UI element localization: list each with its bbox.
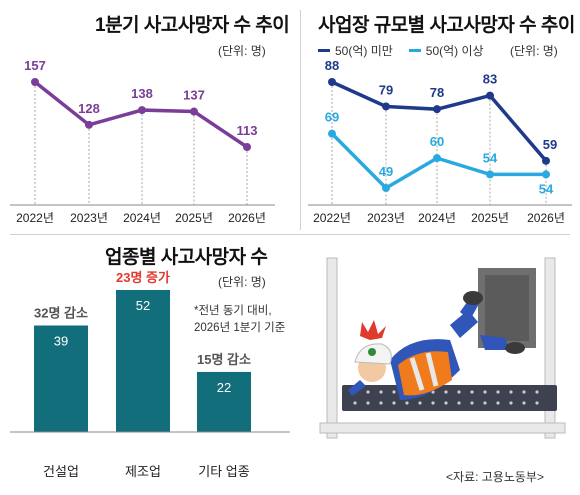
x-tick-label: 2023년 [70, 211, 108, 225]
legend-label-small: 50(억) 미만 [335, 44, 393, 58]
data-label-small: 78 [430, 85, 444, 100]
legend-item-large: 50(억) 이상 [408, 42, 484, 59]
x-tick-label: 2026년 [527, 211, 565, 225]
data-label-large: 69 [325, 110, 339, 125]
legend-swatch-large [408, 49, 421, 52]
data-point-small [382, 102, 390, 111]
data-point-large [382, 184, 390, 192]
data-point-large [433, 154, 441, 163]
category-label: 기타 업종 [198, 464, 249, 479]
bar-annotation: 23명 증가 [116, 270, 170, 285]
x-tick-label: 2025년 [175, 211, 213, 225]
chart3-title: 업종별 사고사망자 수 [105, 247, 268, 268]
data-label: 138 [131, 86, 153, 101]
divider-horizontal [10, 234, 570, 235]
data-point [138, 106, 146, 115]
data-point-small [486, 91, 494, 100]
source-note: <자료: 고용노동부> [446, 470, 544, 484]
data-label: 128 [78, 101, 100, 116]
scaffold-frame [319, 257, 566, 439]
data-label-large: 60 [430, 134, 444, 149]
x-tick-label: 2023년 [367, 211, 405, 225]
bar [116, 290, 170, 432]
data-point [190, 107, 198, 116]
data-point [243, 143, 251, 151]
data-label-small: 88 [325, 58, 339, 73]
data-point-small [433, 105, 441, 114]
chart2-line-chart: 88 69 2022년 79 49 2023년 78 60 2024년 83 54 2025년 59 54… [308, 58, 572, 225]
bar [197, 371, 251, 432]
chart1-line-chart: 157 2022년 128 2023년 138 2024년 137 2025년 113 2026년 [10, 58, 275, 225]
data-label-small: 79 [379, 82, 393, 97]
data-label-large: 54 [483, 150, 498, 165]
worker-figure [348, 291, 525, 400]
data-point [31, 78, 39, 86]
chart1-unit: (단위: 명) [218, 44, 266, 58]
bar-value-label: 22 [217, 380, 231, 395]
data-point [85, 120, 93, 129]
legend-label-large: 50(억) 이상 [425, 44, 484, 58]
fallen-worker-illustration [319, 257, 566, 439]
x-tick-label: 2025년 [471, 211, 509, 225]
chart3-unit: (단위: 명) [218, 275, 266, 289]
data-label-large: 49 [379, 164, 393, 179]
chart1-title: 1분기 사고사망자 수 추이 [95, 15, 290, 36]
data-label: 113 [237, 123, 258, 138]
chart2-unit: (단위: 명) [510, 44, 558, 58]
chart3-note: *전년 동기 대비, 2026년 1분기 기준 [194, 303, 285, 337]
scaffold-plank [342, 385, 557, 411]
bar-value-label: 39 [54, 334, 68, 349]
x-tick-label: 2022년 [16, 211, 54, 225]
chart2-title: 사업장 규모별 사고사망자 수 추이 [318, 15, 575, 36]
x-tick-label: 2024년 [123, 211, 161, 225]
data-point-small [542, 156, 550, 165]
bar [34, 325, 88, 432]
data-point-small [328, 78, 336, 86]
bar-annotation: 32명 감소 [34, 306, 88, 321]
data-point-large [328, 129, 336, 138]
chart3-note-line2: 2026년 1분기 기준 [194, 322, 286, 334]
data-label-small: 59 [543, 137, 557, 152]
data-label-large: 54 [539, 181, 554, 196]
x-tick-label: 2024년 [418, 211, 456, 225]
data-label: 137 [183, 88, 205, 103]
category-label: 제조업 [125, 464, 161, 479]
data-label: 157 [24, 58, 46, 73]
bar-annotation: 15명 감소 [197, 352, 251, 367]
data-point-large [486, 170, 494, 179]
x-tick-label: 2026년 [228, 211, 266, 225]
x-tick-label: 2022년 [313, 211, 351, 225]
category-label: 건설업 [43, 464, 79, 479]
bar-value-label: 52 [136, 298, 150, 313]
chart2-legend: 50(억) 미만 50(억) 이상 [318, 42, 500, 59]
legend-item-small: 50(억) 미만 [318, 42, 393, 59]
chart3-note-line1: *전년 동기 대비, [194, 305, 272, 317]
data-label-small: 83 [483, 72, 497, 87]
legend-swatch-small [318, 49, 330, 52]
divider-vertical [300, 10, 301, 230]
data-point-large [542, 170, 550, 179]
